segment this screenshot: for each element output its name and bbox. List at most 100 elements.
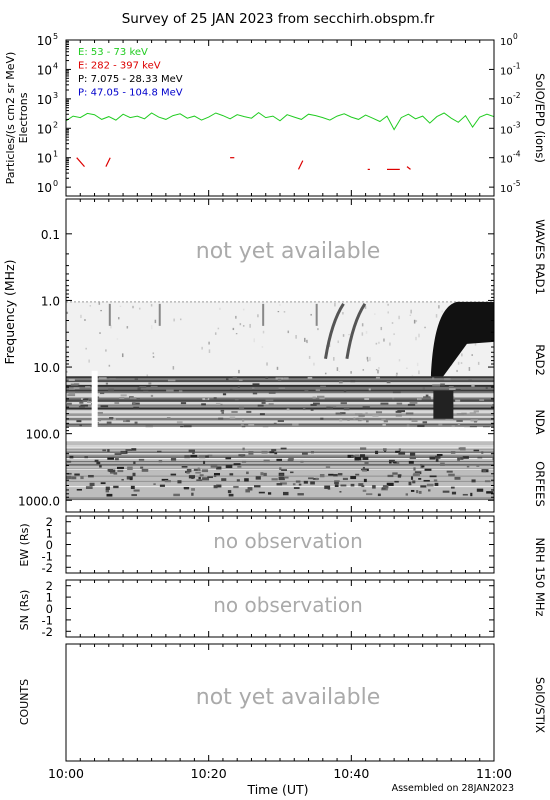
- orfees-speck: [105, 489, 110, 493]
- orfees-speck: [240, 455, 244, 458]
- nda-speck: [240, 424, 244, 427]
- orfees-speck: [161, 478, 169, 481]
- nda-speck: [292, 423, 299, 426]
- rad2-speck: [398, 359, 401, 362]
- particle-right-tick-label: 10: [500, 184, 513, 195]
- tick-exponent: 0: [53, 179, 58, 188]
- rad2-speck: [98, 301, 101, 305]
- orfees-speck: [115, 458, 119, 461]
- orfees-speck: [117, 469, 124, 473]
- orfees-speck: [141, 468, 149, 472]
- orfees-speck: [153, 483, 156, 486]
- nda-speck: [278, 387, 286, 390]
- nda-speck: [137, 387, 141, 390]
- tick-exponent: 1: [53, 150, 58, 159]
- orfees-speck: [190, 454, 198, 458]
- rad2-speck: [474, 342, 477, 346]
- orfees-speck: [207, 476, 213, 479]
- burst-drift: [324, 303, 345, 360]
- legend-entry: P: 7.075 - 28.33 MeV: [78, 74, 183, 85]
- nda-speck: [372, 414, 379, 417]
- x-tick-label: 10:20: [191, 766, 227, 781]
- nda-speck: [277, 420, 284, 423]
- nda-speck: [232, 377, 237, 380]
- orfees-speck: [429, 475, 437, 478]
- nda-speck: [166, 417, 171, 420]
- tick-exponent: -5: [513, 179, 521, 188]
- rad2-speck: [380, 326, 383, 331]
- orfees-speck: [186, 468, 192, 473]
- rad2-speck: [387, 311, 389, 314]
- orfees-speck: [228, 493, 234, 497]
- rad2-speck: [295, 335, 297, 339]
- rad2-speck: [415, 336, 417, 341]
- waves-rad1-label: WAVES RAD1: [533, 219, 547, 295]
- orfees-speck: [76, 488, 82, 491]
- rad2-speck: [361, 323, 364, 327]
- orfees-speck: [442, 490, 450, 493]
- nda-speck: [108, 388, 114, 391]
- orfees-speck: [351, 455, 357, 458]
- orfees-speck: [205, 455, 209, 458]
- sn-no-observation: no observation: [213, 593, 363, 617]
- rad2-speck: [424, 326, 426, 329]
- orfees-speck: [429, 456, 436, 460]
- rad2-speck: [387, 303, 389, 306]
- orfees-speck: [121, 478, 124, 481]
- orfees-speck: [295, 480, 301, 483]
- rad2-speck: [383, 338, 385, 342]
- particle-left-tick-label: 10: [37, 93, 52, 107]
- nda-speck: [457, 423, 461, 426]
- orfees-speck: [159, 484, 165, 487]
- rad2-speck: [287, 330, 290, 334]
- orfees-speck: [334, 480, 340, 482]
- nda-speck: [408, 418, 412, 421]
- orfees-speck: [328, 473, 334, 476]
- orfees-speck: [129, 477, 133, 481]
- particle-right-tick-label: 10: [500, 66, 513, 77]
- nda-speck: [347, 418, 350, 421]
- orfees-speck: [287, 459, 294, 462]
- nda-speck: [176, 421, 183, 424]
- legend-entry: E: 53 - 73 keV: [78, 47, 148, 58]
- orfees-speck: [362, 489, 367, 492]
- rad2-speck: [214, 332, 217, 335]
- orfees-speck: [375, 450, 379, 455]
- rad2-speck: [257, 314, 259, 318]
- orfees-speck: [96, 461, 101, 465]
- nda-speck: [304, 390, 309, 393]
- orfees-speck: [210, 464, 218, 468]
- rad2-speck: [283, 311, 286, 313]
- orfees-speck: [435, 455, 441, 459]
- orfees-speck: [388, 459, 395, 462]
- orfees-speck: [274, 452, 278, 455]
- orfees-speck: [410, 476, 414, 480]
- orfees-speck: [133, 489, 140, 492]
- position-tick-label: -2: [42, 561, 53, 575]
- orfees-speck: [382, 485, 389, 489]
- orfees-speck: [410, 489, 415, 492]
- orfees-speck: [354, 454, 359, 457]
- orfees-speck: [412, 474, 418, 476]
- rad2-speck: [208, 349, 211, 353]
- nda-speck: [455, 389, 461, 392]
- nda-speck: [440, 383, 445, 386]
- orfees-speck: [278, 476, 285, 481]
- orfees-speck: [473, 449, 480, 452]
- rad2-speck: [337, 340, 340, 344]
- rad2-speck: [110, 324, 112, 329]
- nda-speck: [70, 383, 78, 386]
- orfees-speck: [157, 450, 162, 453]
- frequency-tick-label: 10.0: [33, 361, 60, 375]
- orfees-speck: [324, 485, 331, 489]
- orfees-speck: [372, 485, 376, 489]
- band-gap: [66, 427, 494, 442]
- burst-drift: [345, 303, 367, 360]
- rad2-speck: [378, 368, 380, 372]
- particle-left-tick-label: 10: [37, 152, 52, 166]
- orfees-speck: [107, 457, 115, 460]
- orfees-speck: [267, 492, 272, 495]
- nda-speck: [364, 398, 370, 401]
- stix-not-available: not yet available: [196, 685, 381, 710]
